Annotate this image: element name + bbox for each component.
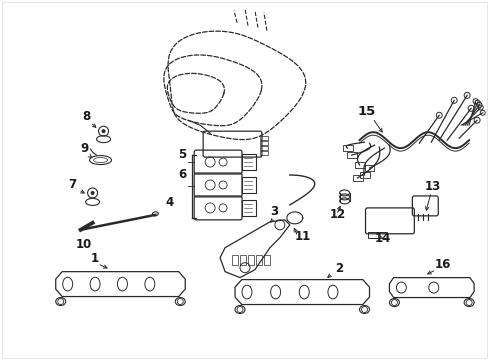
Bar xyxy=(242,177,255,193)
Bar xyxy=(260,141,267,145)
Circle shape xyxy=(90,191,94,195)
Text: 9: 9 xyxy=(81,142,89,155)
Circle shape xyxy=(102,129,105,133)
Bar xyxy=(367,232,386,238)
Bar xyxy=(260,151,267,155)
Bar xyxy=(242,200,255,216)
Bar xyxy=(354,162,364,168)
Text: 8: 8 xyxy=(82,110,91,123)
Bar xyxy=(240,255,245,265)
Bar xyxy=(346,152,356,158)
Text: 10: 10 xyxy=(76,238,92,251)
Text: 1: 1 xyxy=(90,252,99,265)
Bar xyxy=(255,255,262,265)
Bar xyxy=(242,154,255,170)
Text: 2: 2 xyxy=(334,262,342,275)
Text: 16: 16 xyxy=(433,258,450,271)
Bar xyxy=(232,255,238,265)
Text: 13: 13 xyxy=(424,180,440,193)
Bar xyxy=(247,255,253,265)
Bar xyxy=(264,255,269,265)
Bar xyxy=(364,165,374,171)
Text: 14: 14 xyxy=(374,232,390,245)
Text: 15: 15 xyxy=(357,105,375,118)
Text: 4: 4 xyxy=(165,196,173,209)
Bar xyxy=(342,145,352,151)
Text: 6: 6 xyxy=(178,168,186,181)
Bar xyxy=(359,172,369,178)
Text: 11: 11 xyxy=(294,230,310,243)
Text: 7: 7 xyxy=(68,178,77,191)
Bar xyxy=(260,146,267,150)
Bar xyxy=(352,175,362,181)
Text: 5: 5 xyxy=(178,148,186,161)
Bar xyxy=(260,136,267,140)
Text: 3: 3 xyxy=(269,205,278,218)
Text: 12: 12 xyxy=(329,208,345,221)
